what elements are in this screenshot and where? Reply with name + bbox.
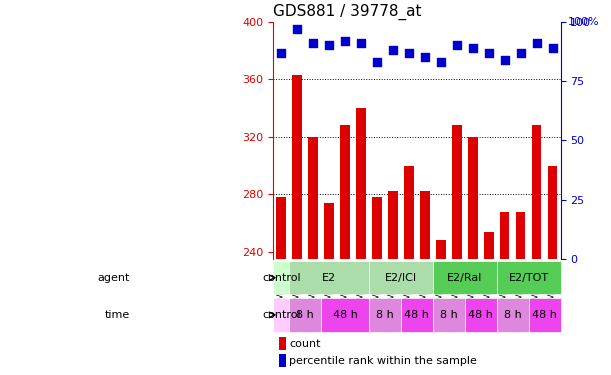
Bar bbox=[277, 197, 286, 375]
Text: E2: E2 bbox=[322, 273, 336, 283]
FancyBboxPatch shape bbox=[289, 298, 321, 332]
Point bbox=[500, 57, 510, 63]
Bar bbox=[356, 108, 366, 375]
Point bbox=[532, 40, 541, 46]
Bar bbox=[372, 197, 382, 375]
FancyBboxPatch shape bbox=[529, 298, 560, 332]
Bar bbox=[404, 165, 414, 375]
Bar bbox=[436, 240, 445, 375]
Bar bbox=[340, 125, 350, 375]
FancyBboxPatch shape bbox=[433, 298, 465, 332]
FancyBboxPatch shape bbox=[369, 298, 401, 332]
Text: 8 h: 8 h bbox=[440, 310, 458, 320]
Bar bbox=[324, 203, 334, 375]
Text: control: control bbox=[262, 310, 301, 320]
Text: E2/TOT: E2/TOT bbox=[508, 273, 549, 283]
Point bbox=[484, 50, 494, 55]
Text: 8 h: 8 h bbox=[296, 310, 314, 320]
Text: GDS881 / 39778_at: GDS881 / 39778_at bbox=[273, 4, 422, 20]
FancyBboxPatch shape bbox=[497, 261, 560, 294]
Bar bbox=[452, 125, 462, 375]
Point bbox=[436, 59, 446, 65]
Bar bbox=[420, 191, 430, 375]
Point bbox=[516, 50, 525, 55]
Bar bbox=[500, 211, 510, 375]
Bar bbox=[293, 75, 302, 375]
Point bbox=[388, 47, 398, 53]
Point bbox=[292, 26, 302, 32]
Bar bbox=[468, 137, 478, 375]
Text: agent: agent bbox=[97, 273, 130, 283]
Point bbox=[324, 42, 334, 48]
Text: 8 h: 8 h bbox=[376, 310, 394, 320]
Bar bbox=[484, 232, 494, 375]
Text: 48 h: 48 h bbox=[468, 310, 493, 320]
FancyBboxPatch shape bbox=[321, 298, 369, 332]
Text: time: time bbox=[104, 310, 130, 320]
Bar bbox=[388, 191, 398, 375]
Y-axis label: 100%: 100% bbox=[568, 17, 599, 27]
Point bbox=[276, 50, 286, 55]
Point bbox=[356, 40, 366, 46]
FancyBboxPatch shape bbox=[401, 298, 433, 332]
Bar bbox=[516, 211, 525, 375]
FancyBboxPatch shape bbox=[465, 298, 497, 332]
FancyBboxPatch shape bbox=[369, 261, 433, 294]
Point bbox=[340, 38, 350, 44]
Point bbox=[468, 45, 478, 51]
Text: 48 h: 48 h bbox=[332, 310, 357, 320]
Text: count: count bbox=[289, 339, 321, 349]
Text: 48 h: 48 h bbox=[404, 310, 430, 320]
Bar bbox=[279, 354, 286, 367]
FancyBboxPatch shape bbox=[497, 298, 529, 332]
Bar bbox=[309, 137, 318, 375]
Text: control: control bbox=[262, 273, 301, 283]
Text: percentile rank within the sample: percentile rank within the sample bbox=[289, 356, 477, 366]
Text: E2/ICI: E2/ICI bbox=[385, 273, 417, 283]
Point bbox=[547, 45, 557, 51]
Bar bbox=[279, 337, 286, 350]
Point bbox=[372, 59, 382, 65]
Point bbox=[309, 40, 318, 46]
Text: E2/Ral: E2/Ral bbox=[447, 273, 483, 283]
Point bbox=[420, 54, 430, 60]
FancyBboxPatch shape bbox=[433, 261, 497, 294]
Point bbox=[452, 42, 462, 48]
FancyBboxPatch shape bbox=[273, 261, 289, 294]
Bar bbox=[532, 125, 541, 375]
Bar bbox=[548, 165, 557, 375]
Text: 48 h: 48 h bbox=[532, 310, 557, 320]
Text: 8 h: 8 h bbox=[504, 310, 522, 320]
FancyBboxPatch shape bbox=[273, 298, 289, 332]
FancyBboxPatch shape bbox=[289, 261, 369, 294]
Point bbox=[404, 50, 414, 55]
